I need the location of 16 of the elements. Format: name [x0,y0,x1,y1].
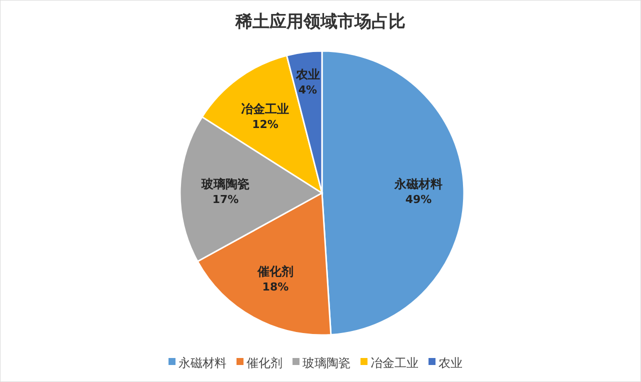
data-label: 4% [298,83,318,96]
chart-title: 稀土应用领域市场占比 [234,12,406,32]
data-label: 17% [212,192,239,206]
data-label: 49% [405,192,432,206]
legend-label: 永磁材料 [178,356,226,370]
slice-label: 永磁材料 [394,176,443,191]
legend-label: 农业 [438,356,462,370]
slice-label: 冶金工业 [241,102,290,116]
legend-label: 玻璃陶瓷 [302,356,350,370]
legend-label: 冶金工业 [370,356,418,370]
slice-label: 催化剂 [256,264,294,279]
data-label: 18% [262,280,289,294]
data-label: 12% [252,118,278,131]
slice-label: 玻璃陶瓷 [200,176,250,191]
legend-label: 催化剂 [246,356,282,370]
slice-label: 农业 [294,67,320,82]
